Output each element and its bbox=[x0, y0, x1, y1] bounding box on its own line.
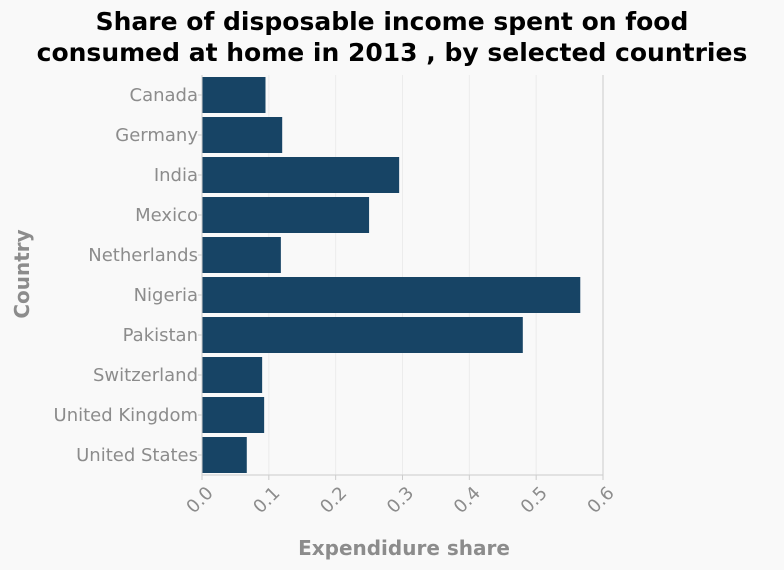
bar-mexico bbox=[202, 197, 370, 233]
bar-united-kingdom bbox=[202, 397, 265, 433]
bar-india bbox=[202, 157, 400, 193]
y-tick-label: United States bbox=[76, 445, 198, 466]
bar-canada bbox=[202, 77, 266, 113]
y-tick-label: India bbox=[154, 165, 198, 186]
chart-title-line-2: consumed at home in 2013 , by selected c… bbox=[37, 38, 748, 67]
bar-pakistan bbox=[202, 317, 523, 353]
y-tick-label: Netherlands bbox=[88, 245, 198, 266]
y-tick-label: Canada bbox=[130, 85, 199, 106]
y-tick-label: Germany bbox=[115, 125, 198, 146]
y-tick-label: Pakistan bbox=[123, 325, 198, 346]
y-tick-labels: Canada Germany India Mexico Netherlands Niger… bbox=[54, 85, 199, 466]
bar-germany bbox=[202, 117, 283, 153]
axes bbox=[198, 75, 604, 480]
y-tick-label: Mexico bbox=[135, 205, 198, 226]
y-tick-label: Switzerland bbox=[93, 365, 198, 386]
bars bbox=[202, 77, 581, 473]
y-tick-label: United Kingdom bbox=[54, 405, 198, 426]
x-axis-label: Expendidure share bbox=[298, 536, 510, 560]
chart-title-line-1: Share of disposable income spent on food bbox=[96, 7, 689, 36]
bar-nigeria bbox=[202, 277, 581, 313]
y-axis-label: Country bbox=[10, 229, 34, 318]
bar-switzerland bbox=[202, 357, 263, 393]
bar-netherlands bbox=[202, 237, 281, 273]
bar-united-states bbox=[202, 437, 247, 473]
y-tick-label: Nigeria bbox=[134, 285, 198, 306]
